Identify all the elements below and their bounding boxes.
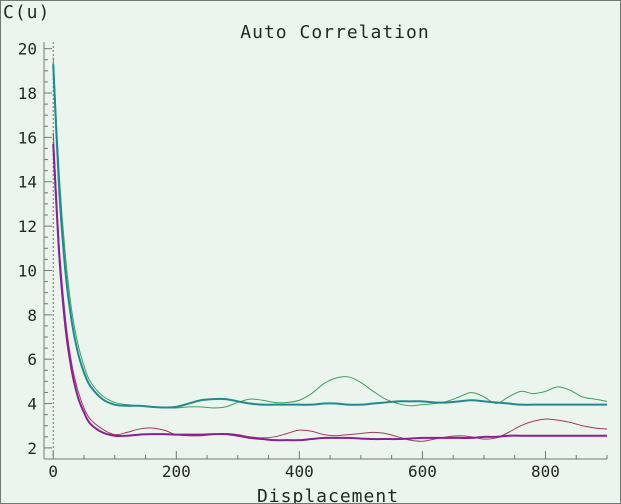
chart-title: Auto Correlation — [240, 22, 429, 43]
x-axis-label: Displacement — [257, 486, 399, 503]
x-tick-label: 600 — [408, 462, 437, 481]
series-line-4 — [52, 143, 607, 442]
y-tick-label: 16 — [18, 128, 37, 147]
x-axis: 0 200 400 600 800 — [48, 451, 608, 481]
x-tick-label: 400 — [285, 462, 314, 481]
y-tick-label: 4 — [27, 395, 37, 414]
y-tick-label: 20 — [18, 40, 37, 59]
x-tick-label: 0 — [48, 462, 58, 481]
y-tick-label: 12 — [18, 217, 37, 236]
series-line-2 — [52, 64, 607, 409]
y-tick-label: 14 — [18, 173, 37, 192]
plot-area — [43, 42, 607, 460]
y-tick-label: 8 — [27, 306, 37, 325]
series-line-3 — [52, 132, 608, 442]
y-tick-label: 10 — [18, 261, 37, 280]
y-tick-label: 6 — [27, 350, 37, 369]
series-group — [52, 57, 608, 442]
y-axis-label: C(u) — [3, 2, 50, 23]
x-tick-label: 200 — [162, 462, 191, 481]
y-tick-label: 2 — [27, 439, 37, 458]
y-tick-label: 18 — [18, 84, 37, 103]
y-axis: 2 4 6 8 10 12 14 16 18 20 — [18, 40, 52, 458]
series-line-1 — [52, 57, 608, 409]
x-tick-label: 800 — [531, 462, 560, 481]
